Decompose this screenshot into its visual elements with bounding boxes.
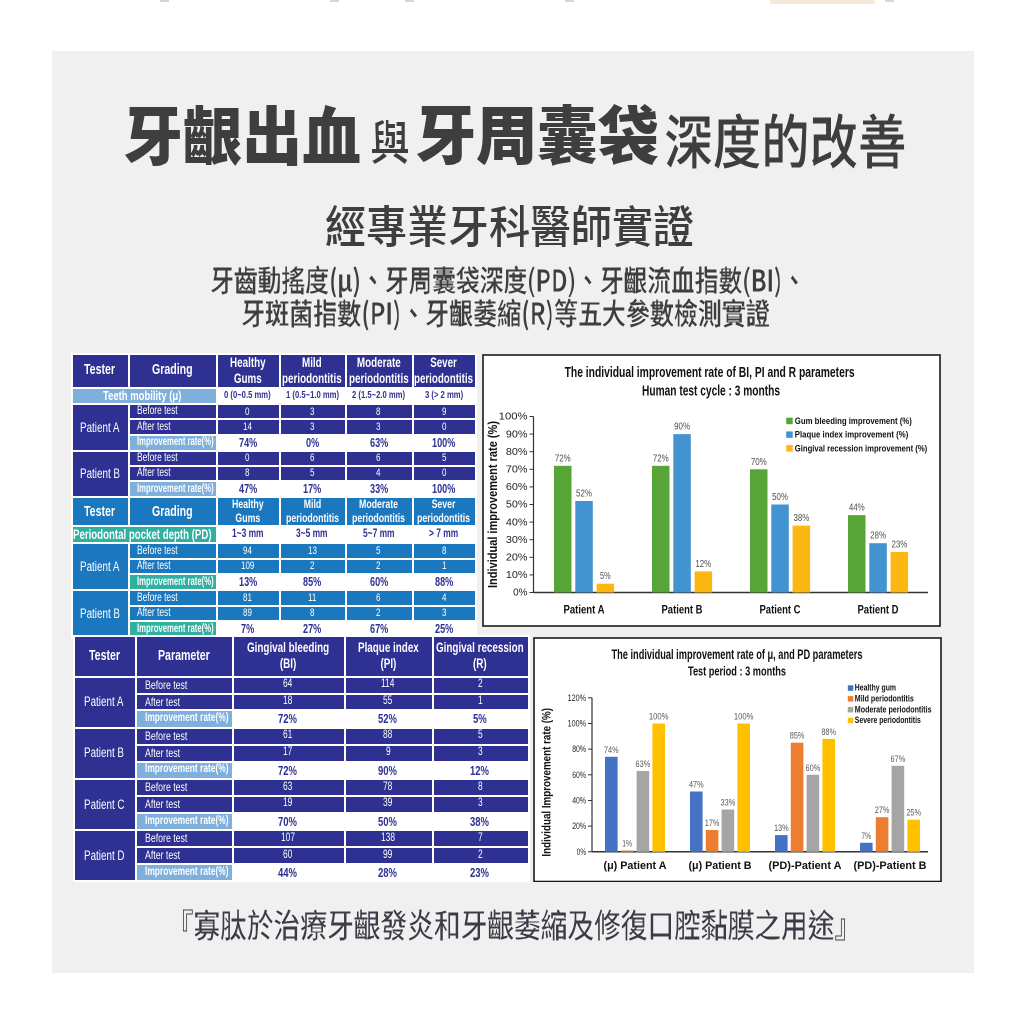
svg-text:70%: 70% xyxy=(506,464,528,475)
svg-text:85%: 85% xyxy=(790,730,805,741)
svg-text:67%: 67% xyxy=(891,753,906,764)
svg-text:90%: 90% xyxy=(506,429,528,440)
svg-text:44%: 44% xyxy=(849,502,865,513)
svg-text:25%: 25% xyxy=(906,807,921,818)
svg-text:60%: 60% xyxy=(506,482,528,493)
svg-text:Healthy gum: Healthy gum xyxy=(855,682,896,692)
svg-text:88%: 88% xyxy=(821,726,836,737)
svg-text:120%: 120% xyxy=(568,692,586,702)
svg-text:Individual Improvement rate (%: Individual Improvement rate (%) xyxy=(539,708,553,857)
svg-text:(μ) Patient B: (μ) Patient B xyxy=(689,859,752,871)
svg-text:Test period : 3 months: Test period : 3 months xyxy=(688,663,786,678)
svg-text:70%: 70% xyxy=(751,456,767,467)
svg-text:Mild periodontitis: Mild periodontitis xyxy=(855,693,914,703)
svg-text:63%: 63% xyxy=(636,759,651,770)
svg-text:28%: 28% xyxy=(870,530,886,541)
svg-text:23%: 23% xyxy=(891,539,907,550)
svg-text:90%: 90% xyxy=(674,421,690,432)
svg-text:The individual improvement rat: The individual improvement rate of BI, P… xyxy=(565,365,855,381)
svg-text:27%: 27% xyxy=(875,805,890,816)
svg-text:50%: 50% xyxy=(506,499,528,510)
svg-text:80%: 80% xyxy=(572,744,586,754)
svg-text:Patient D: Patient D xyxy=(858,602,899,616)
svg-text:5%: 5% xyxy=(600,571,611,582)
svg-text:Patient C: Patient C xyxy=(760,602,801,616)
svg-text:17%: 17% xyxy=(705,818,720,829)
svg-text:20%: 20% xyxy=(506,552,528,563)
svg-text:0%: 0% xyxy=(513,587,528,598)
svg-text:100%: 100% xyxy=(568,718,586,728)
svg-text:1%: 1% xyxy=(622,838,632,849)
svg-text:38%: 38% xyxy=(793,513,809,524)
svg-text:Gum bleeding improvement (%): Gum bleeding improvement (%) xyxy=(795,416,912,427)
svg-text:60%: 60% xyxy=(806,762,821,773)
svg-text:100%: 100% xyxy=(734,711,754,722)
svg-text:100%: 100% xyxy=(649,711,669,722)
svg-text:10%: 10% xyxy=(506,570,528,581)
svg-text:74%: 74% xyxy=(604,744,619,755)
svg-text:50%: 50% xyxy=(772,492,788,503)
svg-text:(PD)-Patient A: (PD)-Patient A xyxy=(769,859,842,871)
svg-text:80%: 80% xyxy=(506,446,528,457)
svg-text:The individual improvement rat: The individual improvement rate of μ, an… xyxy=(612,647,863,662)
svg-text:0%: 0% xyxy=(577,846,586,856)
svg-text:72%: 72% xyxy=(555,453,571,464)
svg-text:(μ) Patient A: (μ) Patient A xyxy=(604,859,667,871)
svg-text:Human test cycle : 3 months: Human test cycle : 3 months xyxy=(642,383,780,399)
svg-text:Plaque index improvement (%): Plaque index improvement (%) xyxy=(795,429,909,440)
svg-text:72%: 72% xyxy=(653,453,669,464)
svg-text:(PD)-Patient B: (PD)-Patient B xyxy=(854,859,927,871)
svg-text:13%: 13% xyxy=(774,823,789,834)
svg-text:30%: 30% xyxy=(506,534,528,545)
svg-text:Moderate periodontitis: Moderate periodontitis xyxy=(855,704,932,714)
svg-text:40%: 40% xyxy=(572,795,586,805)
svg-text:12%: 12% xyxy=(695,558,711,569)
svg-text:33%: 33% xyxy=(721,797,736,808)
svg-text:Individual improvement rate (%: Individual improvement rate (%) xyxy=(485,421,500,588)
svg-text:Severe periodontitis: Severe periodontitis xyxy=(855,715,921,725)
svg-text:40%: 40% xyxy=(506,517,528,528)
svg-text:Patient A: Patient A xyxy=(564,602,605,616)
svg-text:52%: 52% xyxy=(576,488,592,499)
svg-text:20%: 20% xyxy=(572,821,586,831)
svg-text:Gingival recession improvement: Gingival recession improvement (%) xyxy=(795,443,927,454)
svg-text:60%: 60% xyxy=(572,769,586,779)
svg-text:Patient B: Patient B xyxy=(662,602,703,616)
svg-text:7%: 7% xyxy=(861,830,871,841)
svg-text:47%: 47% xyxy=(689,779,704,790)
svg-text:100%: 100% xyxy=(499,411,528,422)
